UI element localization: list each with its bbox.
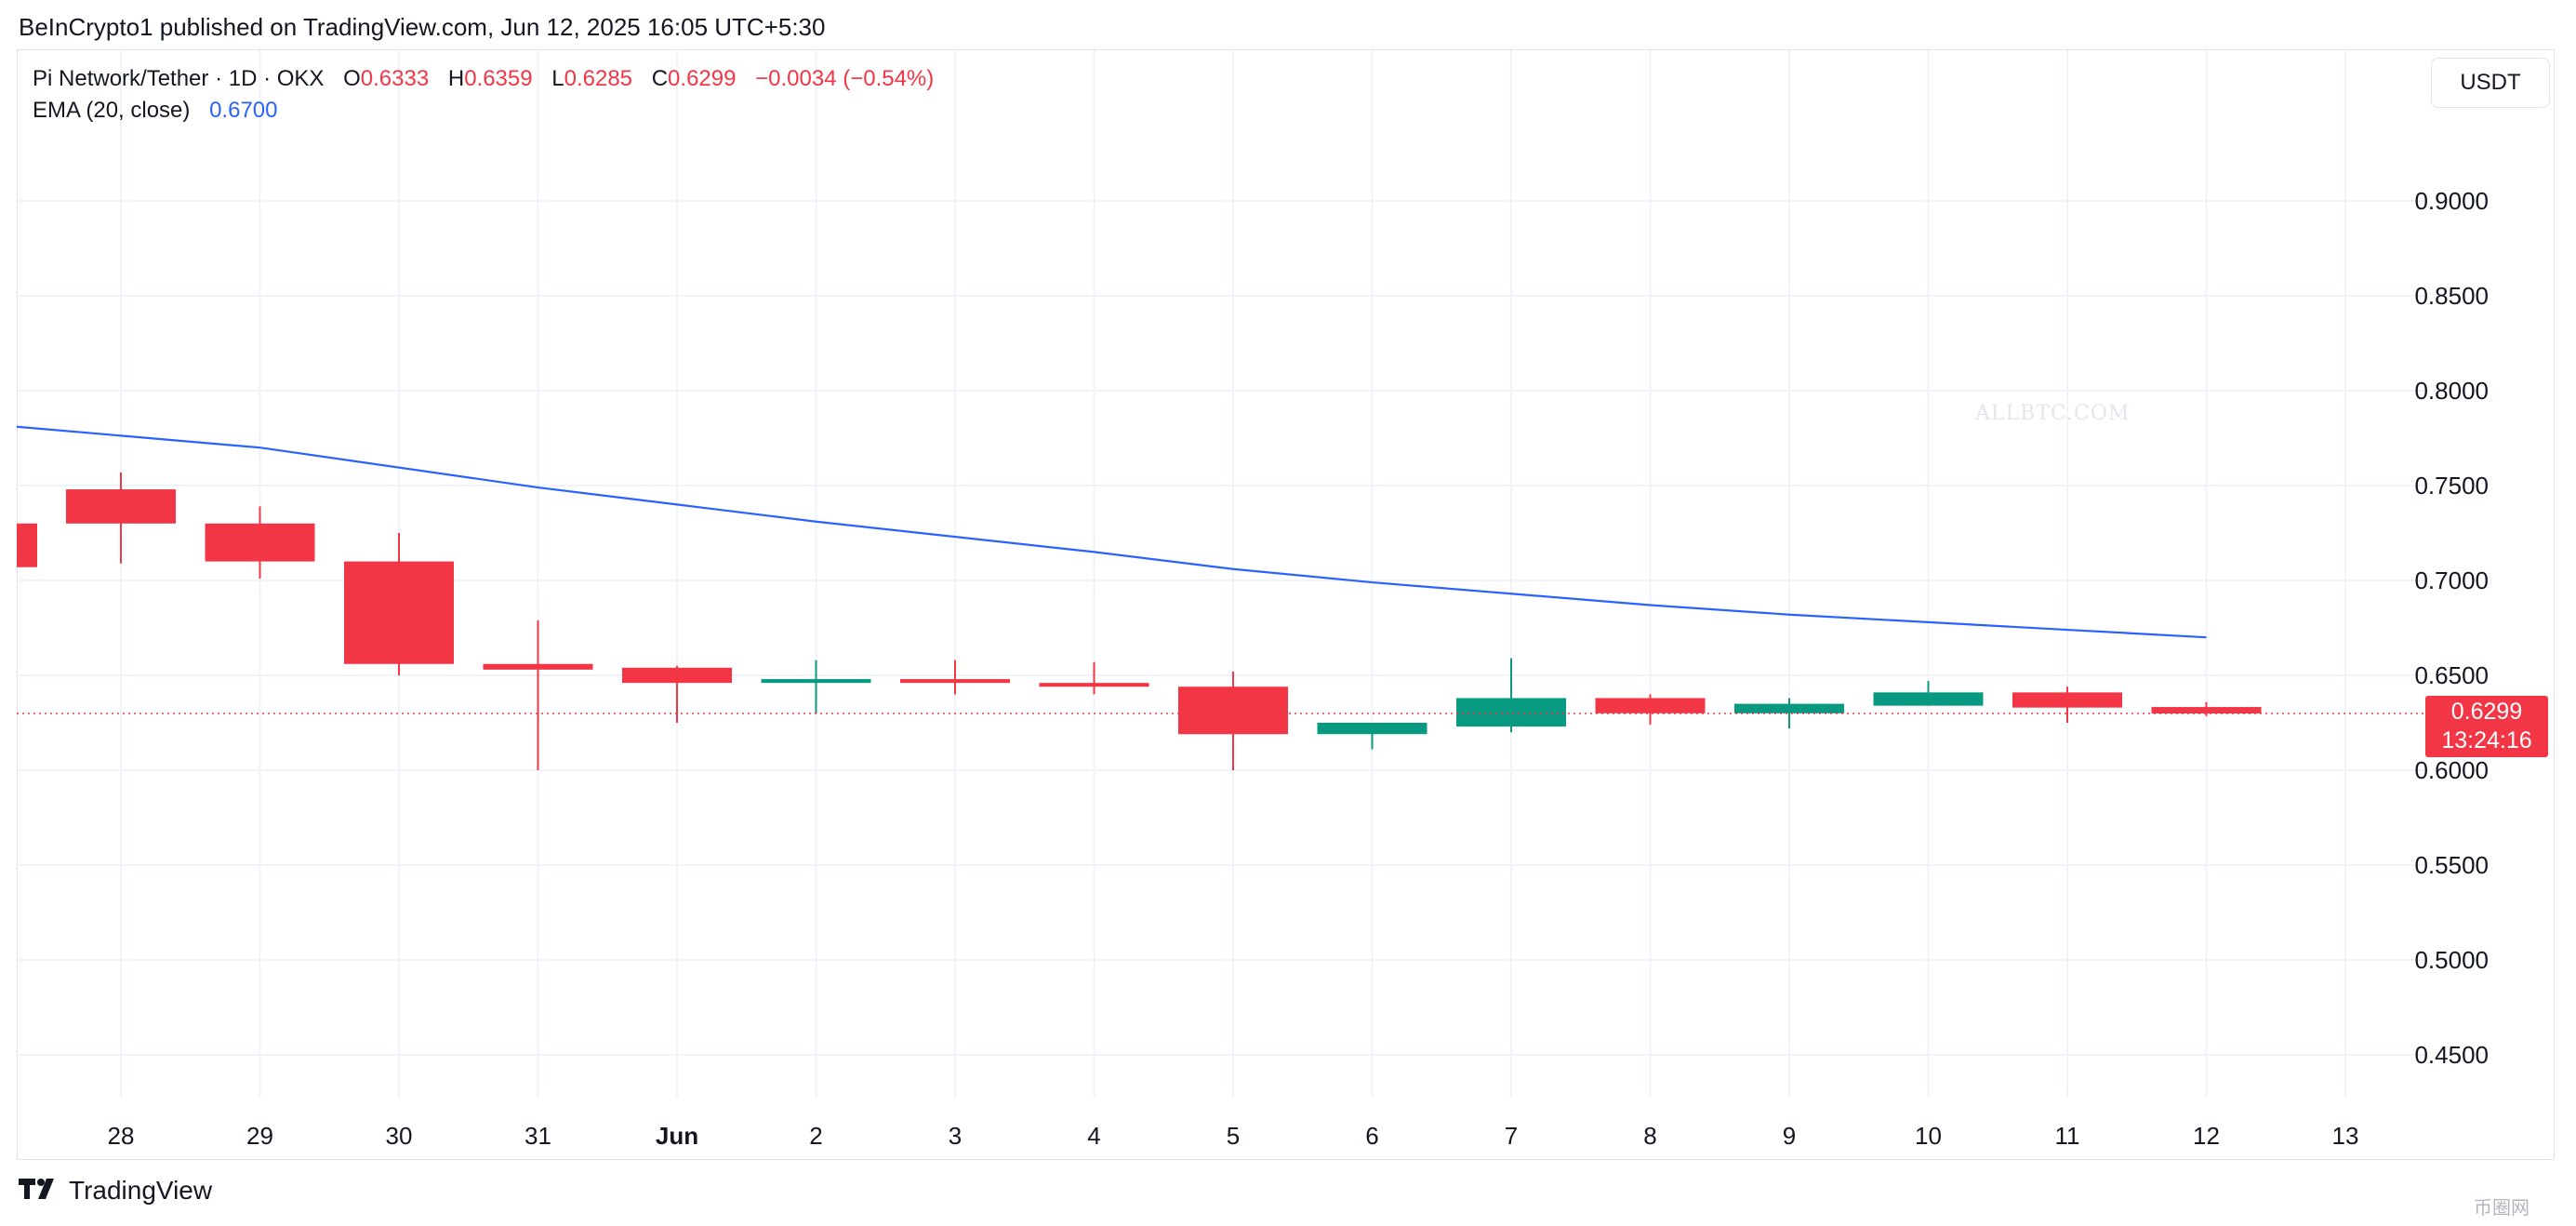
candle bbox=[622, 665, 732, 723]
x-tick-label: 5 bbox=[1227, 1122, 1240, 1150]
candle-body bbox=[1734, 703, 1844, 713]
y-tick-label: 0.8000 bbox=[2414, 377, 2489, 405]
x-tick-label: 4 bbox=[1087, 1122, 1100, 1150]
y-tick-label: 0.4500 bbox=[2414, 1041, 2489, 1069]
candle-body bbox=[622, 667, 732, 684]
candle-body bbox=[1456, 698, 1566, 727]
candle-body bbox=[483, 663, 593, 670]
candle-body bbox=[344, 561, 454, 664]
x-tick-label: Jun bbox=[656, 1122, 698, 1150]
candle-body bbox=[2012, 692, 2122, 708]
ema-line-layer bbox=[16, 425, 2207, 639]
low-label: L bbox=[551, 66, 564, 91]
candle bbox=[1317, 723, 1427, 750]
y-tick-label: 0.5500 bbox=[2414, 851, 2489, 879]
x-tick-label: 28 bbox=[108, 1122, 135, 1150]
candle bbox=[2012, 686, 2122, 723]
y-tick-label: 0.7000 bbox=[2414, 566, 2489, 594]
time-axis: 28 29 30 31 Jun 2 3 4 5 6 7 8 9 10 11 12 13 bbox=[108, 1122, 2359, 1150]
ohlc-legend-row: Pi Network/Tether · 1D · OKX O0.6333 H0.… bbox=[33, 63, 934, 95]
candle-body bbox=[1873, 692, 1984, 706]
candle-body bbox=[900, 679, 1010, 684]
x-tick-label: 8 bbox=[1643, 1122, 1656, 1150]
x-tick-label: 29 bbox=[246, 1122, 273, 1150]
x-tick-label: 31 bbox=[524, 1122, 551, 1150]
last-price-badge: 0.6299 13:24:16 bbox=[2425, 696, 2548, 757]
candle-body bbox=[1317, 723, 1427, 735]
y-tick-label: 0.7500 bbox=[2414, 472, 2489, 500]
candle-body bbox=[1595, 698, 1706, 713]
chart-legend: Pi Network/Tether · 1D · OKX O0.6333 H0.… bbox=[33, 63, 934, 127]
candle bbox=[1595, 694, 1706, 726]
candle bbox=[1734, 698, 1844, 729]
low-value: 0.6285 bbox=[564, 66, 633, 91]
x-tick-label: 12 bbox=[2193, 1122, 2220, 1150]
candle-body bbox=[1039, 683, 1149, 687]
chart-frame bbox=[17, 49, 2555, 1160]
x-tick-label: 2 bbox=[809, 1122, 822, 1150]
y-tick-label: 0.6000 bbox=[2414, 756, 2489, 784]
x-tick-label: 10 bbox=[1915, 1122, 1942, 1150]
ema-value: 0.6700 bbox=[209, 98, 278, 123]
ema-label[interactable]: EMA (20, close) bbox=[33, 98, 191, 123]
x-tick-label: 30 bbox=[386, 1122, 413, 1150]
candle-body bbox=[761, 679, 871, 684]
x-tick-label: 11 bbox=[2055, 1122, 2080, 1150]
tradingview-logo-icon bbox=[19, 1176, 61, 1206]
x-tick-label: 9 bbox=[1783, 1122, 1796, 1150]
close-label: C bbox=[651, 66, 669, 91]
change-value: −0.0034 (−0.54%) bbox=[755, 66, 935, 91]
y-tick-label: 0.8500 bbox=[2414, 282, 2489, 310]
footer-brand-label: TradingView bbox=[69, 1176, 213, 1205]
open-label: O bbox=[343, 66, 361, 91]
last-price-value: 0.6299 bbox=[2450, 699, 2523, 725]
footer-brand[interactable]: TradingView bbox=[19, 1176, 212, 1206]
publisher-caption: BeInCrypto1 published on TradingView.com… bbox=[19, 13, 826, 41]
candle-body bbox=[205, 523, 315, 562]
grid-lines bbox=[17, 50, 2425, 1098]
high-value: 0.6359 bbox=[464, 66, 533, 91]
candle bbox=[1873, 681, 1984, 706]
price-axis: 0.4500 0.5000 0.5500 0.6000 0.6500 0.7000 0.75… bbox=[2414, 187, 2489, 1069]
y-tick-label: 0.9000 bbox=[2414, 187, 2489, 215]
candle bbox=[1039, 661, 1149, 695]
candles-layer bbox=[17, 472, 2262, 770]
candle bbox=[66, 472, 176, 564]
x-tick-label: 7 bbox=[1505, 1122, 1518, 1150]
candle bbox=[1456, 658, 1566, 733]
candle bbox=[205, 506, 315, 579]
symbol-label[interactable]: Pi Network/Tether · 1D · OKX bbox=[33, 66, 325, 91]
x-tick-label: 3 bbox=[949, 1122, 962, 1150]
watermark: ALLBTC.COM bbox=[1975, 402, 2131, 425]
corner-watermark: 币圈网 bbox=[2474, 1198, 2530, 1219]
candle bbox=[483, 620, 593, 770]
candle-body bbox=[1178, 686, 1288, 735]
candle bbox=[2151, 701, 2262, 716]
candle bbox=[17, 523, 37, 567]
y-tick-label: 0.5000 bbox=[2414, 946, 2489, 974]
x-tick-label: 6 bbox=[1365, 1122, 1378, 1150]
currency-button[interactable]: USDT bbox=[2431, 58, 2550, 108]
candle-body bbox=[2151, 707, 2262, 714]
ema-legend-row: EMA (20, close) 0.6700 bbox=[33, 95, 934, 127]
candle-body bbox=[66, 489, 176, 524]
candle bbox=[1178, 671, 1288, 770]
candle bbox=[344, 533, 454, 675]
candle bbox=[900, 660, 1010, 695]
candle bbox=[761, 660, 871, 713]
y-tick-label: 0.6500 bbox=[2414, 661, 2489, 689]
open-value: 0.6333 bbox=[360, 66, 430, 91]
close-value: 0.6299 bbox=[668, 66, 737, 91]
bar-countdown: 13:24:16 bbox=[2441, 727, 2532, 753]
x-tick-label: 13 bbox=[2332, 1122, 2359, 1150]
candle-body bbox=[17, 523, 37, 567]
ema-line bbox=[16, 425, 2207, 639]
high-label: H bbox=[447, 66, 465, 91]
